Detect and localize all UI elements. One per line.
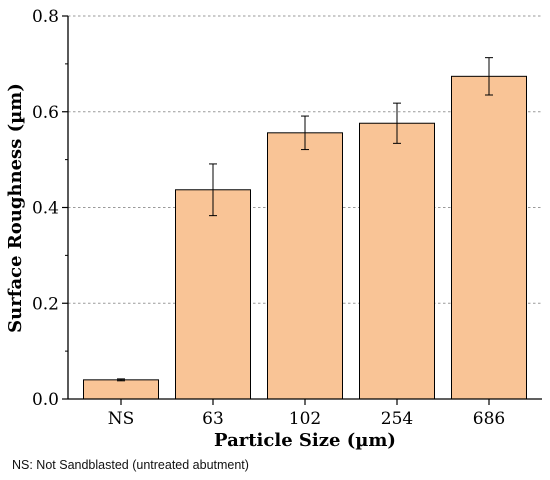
bar: [175, 189, 251, 400]
bar: [83, 379, 159, 400]
bar: [451, 75, 527, 400]
bars: [83, 57, 527, 400]
y-ticks: 0.0 0.2 0.4 0.6 0.8: [32, 7, 68, 410]
x-ticks: NS 63 102 254 686: [108, 399, 505, 429]
x-tick-label: 686: [473, 409, 505, 429]
x-tick-label: 63: [202, 409, 224, 429]
bar-chart: 0.0 0.2 0.4 0.6 0.8 NS 63 102 254 686 Particle S…: [5, 7, 542, 451]
y-tick-label: 0.4: [32, 199, 59, 219]
bar: [267, 132, 343, 400]
y-tick-label: 0.6: [32, 103, 59, 123]
x-tick-label: 102: [289, 409, 321, 429]
bar: [359, 122, 435, 400]
y-tick-label: 0.0: [32, 390, 59, 410]
y-tick-label: 0.2: [32, 294, 59, 314]
x-tick-label: 254: [381, 409, 413, 429]
footnote: NS: Not Sandblasted (untreated abutment): [12, 458, 249, 472]
x-axis-title: Particle Size (µm): [214, 430, 396, 451]
y-axis-title: Surface Roughness (µm): [5, 83, 26, 333]
x-tick-label: NS: [108, 409, 135, 429]
y-tick-label: 0.8: [32, 7, 59, 27]
